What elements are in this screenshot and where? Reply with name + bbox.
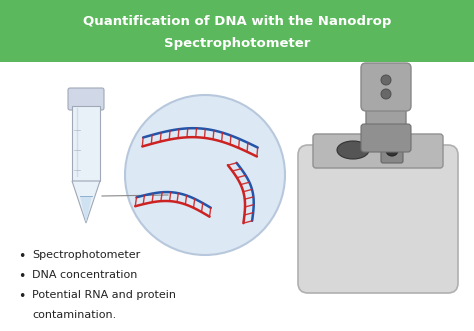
FancyBboxPatch shape — [298, 145, 458, 293]
Ellipse shape — [381, 89, 391, 99]
Text: •: • — [18, 250, 26, 263]
FancyBboxPatch shape — [361, 63, 411, 111]
FancyBboxPatch shape — [68, 88, 104, 110]
Polygon shape — [80, 196, 92, 223]
Text: Quantification of DNA with the Nanodrop: Quantification of DNA with the Nanodrop — [83, 16, 391, 28]
Ellipse shape — [386, 144, 398, 156]
Ellipse shape — [337, 141, 369, 159]
FancyBboxPatch shape — [381, 139, 403, 163]
Text: •: • — [18, 290, 26, 303]
Text: •: • — [18, 270, 26, 283]
Text: DNA concentration: DNA concentration — [32, 270, 137, 280]
FancyBboxPatch shape — [361, 124, 411, 152]
FancyBboxPatch shape — [72, 106, 100, 181]
FancyBboxPatch shape — [0, 0, 474, 62]
FancyBboxPatch shape — [366, 94, 406, 151]
FancyBboxPatch shape — [313, 134, 443, 168]
Ellipse shape — [381, 75, 391, 85]
Text: Spectrophotometer: Spectrophotometer — [32, 250, 140, 260]
Ellipse shape — [125, 95, 285, 255]
Text: contamination.: contamination. — [32, 310, 116, 320]
Text: Spectrophotometer: Spectrophotometer — [164, 37, 310, 51]
Polygon shape — [72, 181, 100, 223]
Text: Potential RNA and protein: Potential RNA and protein — [32, 290, 176, 300]
